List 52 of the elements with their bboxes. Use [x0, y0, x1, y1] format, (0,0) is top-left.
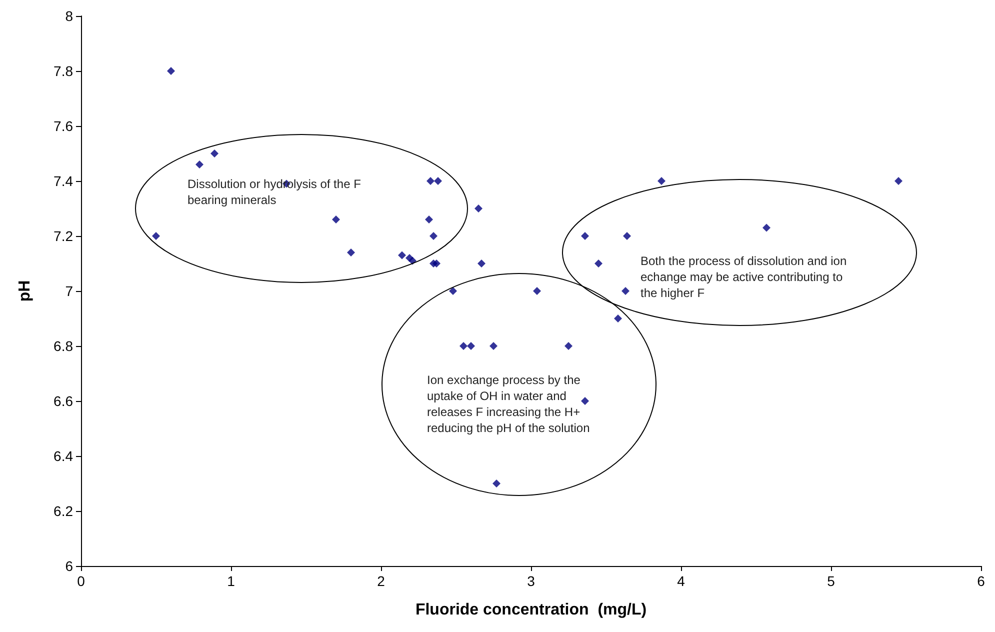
y-axis-title: pH — [16, 280, 34, 302]
y-tick-label: 6 — [65, 558, 74, 574]
x-tick-label: 4 — [677, 573, 686, 589]
x-tick-label: 6 — [977, 573, 986, 589]
x-tick-label: 5 — [827, 573, 836, 589]
point — [533, 287, 541, 295]
point — [196, 160, 204, 168]
point — [460, 342, 468, 350]
point — [425, 216, 433, 224]
point — [762, 224, 770, 232]
x-axis-title: Fluoride concentration (mg/L) — [415, 602, 647, 618]
point — [478, 260, 486, 268]
x-tick-label: 2 — [377, 573, 386, 589]
y-tick-label: 6.6 — [54, 393, 74, 409]
annotation: Ion exchange process by the uptake of OH in water and releases F increasing the H+ reducing the pH of the solution — [427, 372, 591, 436]
point — [426, 177, 434, 185]
point — [490, 342, 498, 350]
x-tick-label: 3 — [527, 573, 536, 589]
y-tick-label: 6.2 — [54, 503, 74, 519]
point — [347, 248, 355, 256]
y-tick-label: 7.8 — [54, 63, 74, 79]
point — [581, 397, 589, 405]
point — [398, 251, 406, 260]
y-tick-label: 7.2 — [54, 228, 74, 244]
point — [594, 260, 602, 268]
y-tick-label: 8 — [65, 8, 74, 24]
point — [467, 342, 475, 350]
point — [614, 314, 622, 322]
point — [434, 177, 442, 185]
point — [564, 342, 572, 350]
point — [332, 216, 340, 224]
x-tick-label: 0 — [77, 573, 86, 589]
point — [581, 232, 589, 240]
x-tick-label: 1 — [227, 573, 236, 589]
annotation: Both the process of dissolution and ion echange may be active contributing to the higher F — [640, 252, 848, 300]
point — [430, 232, 438, 240]
point — [894, 177, 902, 185]
point — [658, 177, 666, 185]
point — [152, 232, 160, 240]
point — [623, 232, 631, 240]
point — [474, 204, 482, 212]
y-tick-label: 6.8 — [54, 338, 74, 354]
y-tick-label: 6.4 — [54, 448, 74, 464]
point — [492, 480, 500, 488]
point — [622, 287, 630, 295]
point — [167, 67, 175, 75]
y-tick-label: 7.4 — [54, 173, 74, 189]
y-tick-label: 7.6 — [54, 118, 74, 134]
y-tick-label: 7 — [65, 283, 74, 299]
point — [449, 287, 457, 295]
point — [432, 260, 440, 268]
point — [210, 150, 218, 158]
